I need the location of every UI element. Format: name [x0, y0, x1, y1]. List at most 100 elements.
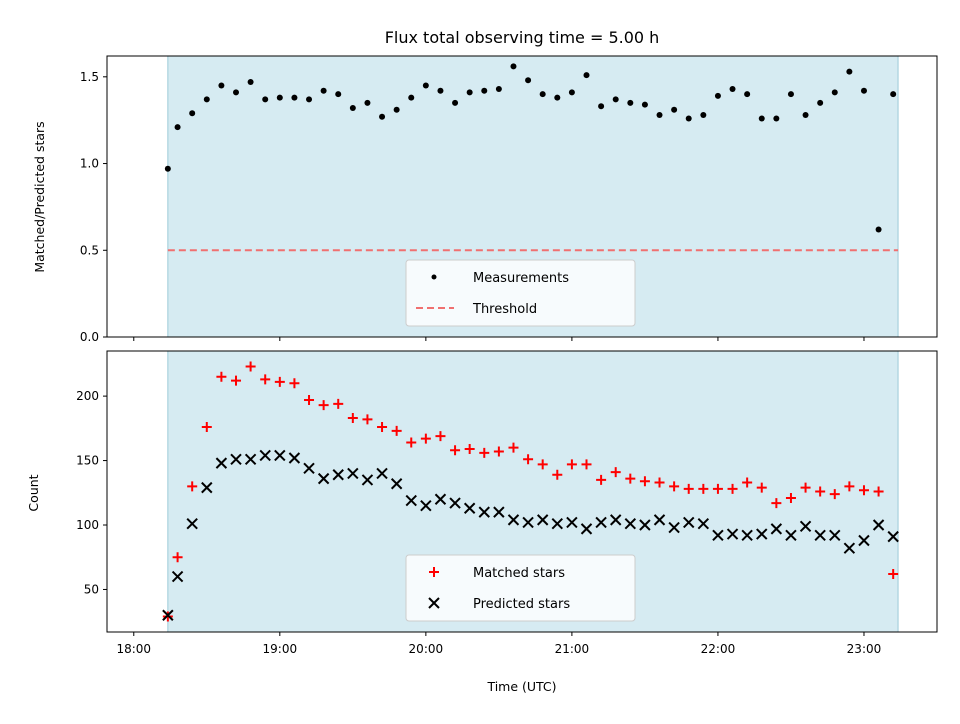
matched-star-point — [800, 482, 811, 493]
ratio-panel: 0.0 0.5 1.0 1.5 Measurements Threshold — [80, 55, 938, 344]
measurement-point — [164, 165, 171, 172]
predicted-star-point — [332, 469, 344, 481]
matched-star-point — [785, 492, 796, 503]
measurement-point — [481, 87, 488, 94]
measurement-point — [510, 63, 517, 70]
matched-star-point — [727, 483, 738, 494]
matched-star-point — [771, 498, 782, 509]
measurement-point — [233, 89, 240, 96]
predicted-star-point — [493, 506, 505, 518]
predicted-star-point — [186, 518, 198, 530]
y-tick-label: 50 — [84, 582, 99, 596]
predicted-star-point — [463, 502, 476, 514]
matched-star-point — [216, 371, 227, 382]
matched-star-point — [756, 482, 767, 493]
matched-star-point — [391, 425, 402, 436]
measurement-point — [612, 96, 619, 103]
matched-star-point — [552, 469, 563, 480]
measurement-point — [364, 99, 371, 106]
measurement-point — [846, 68, 853, 75]
y-tick-label: 0.5 — [80, 243, 99, 257]
predicted-star-point — [288, 452, 301, 464]
y-tick-label: 1.5 — [80, 70, 99, 84]
matched-star-point — [873, 486, 884, 497]
matched-star-point — [610, 467, 621, 478]
predicted-star-point — [799, 520, 812, 533]
matched-star-point — [815, 486, 826, 497]
matched-star-point — [464, 443, 475, 454]
predicted-star-point — [785, 529, 797, 542]
matched-star-point — [347, 413, 358, 424]
predicted-star-point — [683, 516, 695, 529]
matched-star-point — [493, 446, 504, 457]
measurement-point — [787, 91, 794, 98]
predicted-star-point — [274, 449, 286, 462]
measurement-point — [349, 105, 356, 112]
measurement-point — [393, 106, 400, 113]
measurement-point — [189, 110, 196, 117]
predicted-star-point — [259, 449, 271, 462]
predicted-star-point — [872, 519, 885, 531]
predicted-star-point — [697, 518, 710, 530]
predicted-star-point — [201, 481, 213, 494]
measurement-point — [247, 79, 254, 86]
matched-star-point — [625, 473, 636, 484]
matched-star-point — [654, 477, 665, 488]
measurement-point — [262, 96, 269, 103]
measurement-point — [817, 99, 824, 106]
predicted-star-point — [566, 516, 578, 529]
measurement-point — [758, 115, 765, 122]
matched-star-point — [304, 394, 315, 405]
measurement-point — [568, 89, 575, 96]
matched-star-point — [581, 459, 592, 470]
predicted-star-point — [639, 519, 651, 531]
measurement-point — [583, 72, 590, 79]
matched-star-point — [566, 459, 577, 470]
predicted-star-point — [478, 506, 490, 518]
predicted-star-point — [361, 474, 374, 486]
matched-star-point — [377, 422, 388, 433]
x-tick-label: 22:00 — [701, 642, 736, 656]
chart-title: Flux total observing time = 5.00 h — [385, 28, 660, 47]
matched-star-point — [289, 378, 300, 389]
matched-star-point — [683, 483, 694, 494]
matched-star-point — [231, 375, 242, 386]
legend-measurements-marker — [431, 274, 437, 280]
measurement-point — [802, 111, 809, 118]
matched-star-point — [260, 374, 271, 385]
measurement-point — [685, 115, 692, 122]
predicted-star-point — [317, 472, 330, 485]
measurement-point — [831, 89, 838, 96]
legend-matched-marker — [429, 567, 439, 577]
matched-star-point — [479, 447, 490, 458]
x-axis-label: Time (UTC) — [486, 679, 556, 694]
matched-star-point — [333, 398, 344, 409]
predicted-star-point — [522, 516, 534, 529]
matched-star-point — [639, 476, 650, 487]
matched-star-point — [187, 481, 198, 492]
measurement-point — [379, 113, 386, 120]
measurement-point — [729, 85, 736, 92]
predicted-star-point — [887, 530, 899, 543]
measurement-point — [276, 94, 283, 101]
legend: Matched stars Predicted stars — [405, 554, 636, 622]
x-tick-label: 20:00 — [409, 642, 444, 656]
measurement-point — [554, 94, 561, 101]
bottom-y-axis-label: Count — [26, 474, 41, 511]
predicted-star-point — [376, 467, 388, 480]
predicted-star-point — [162, 609, 174, 621]
matched-star-point — [362, 414, 373, 425]
plot-frame — [106, 350, 938, 633]
plot-frame — [106, 55, 938, 338]
predicted-star-point — [507, 514, 520, 526]
x-tick-label: 19:00 — [263, 642, 298, 656]
legend: Measurements Threshold — [405, 259, 636, 327]
measurement-point — [320, 87, 327, 94]
predicted-star-point — [829, 529, 841, 542]
matched-star-point — [742, 477, 753, 488]
y-tick-label: 150 — [76, 454, 99, 468]
predicted-star-point — [347, 467, 359, 480]
predicted-star-point — [668, 521, 680, 534]
measurement-point — [525, 77, 532, 84]
predicted-star-point — [580, 523, 593, 535]
